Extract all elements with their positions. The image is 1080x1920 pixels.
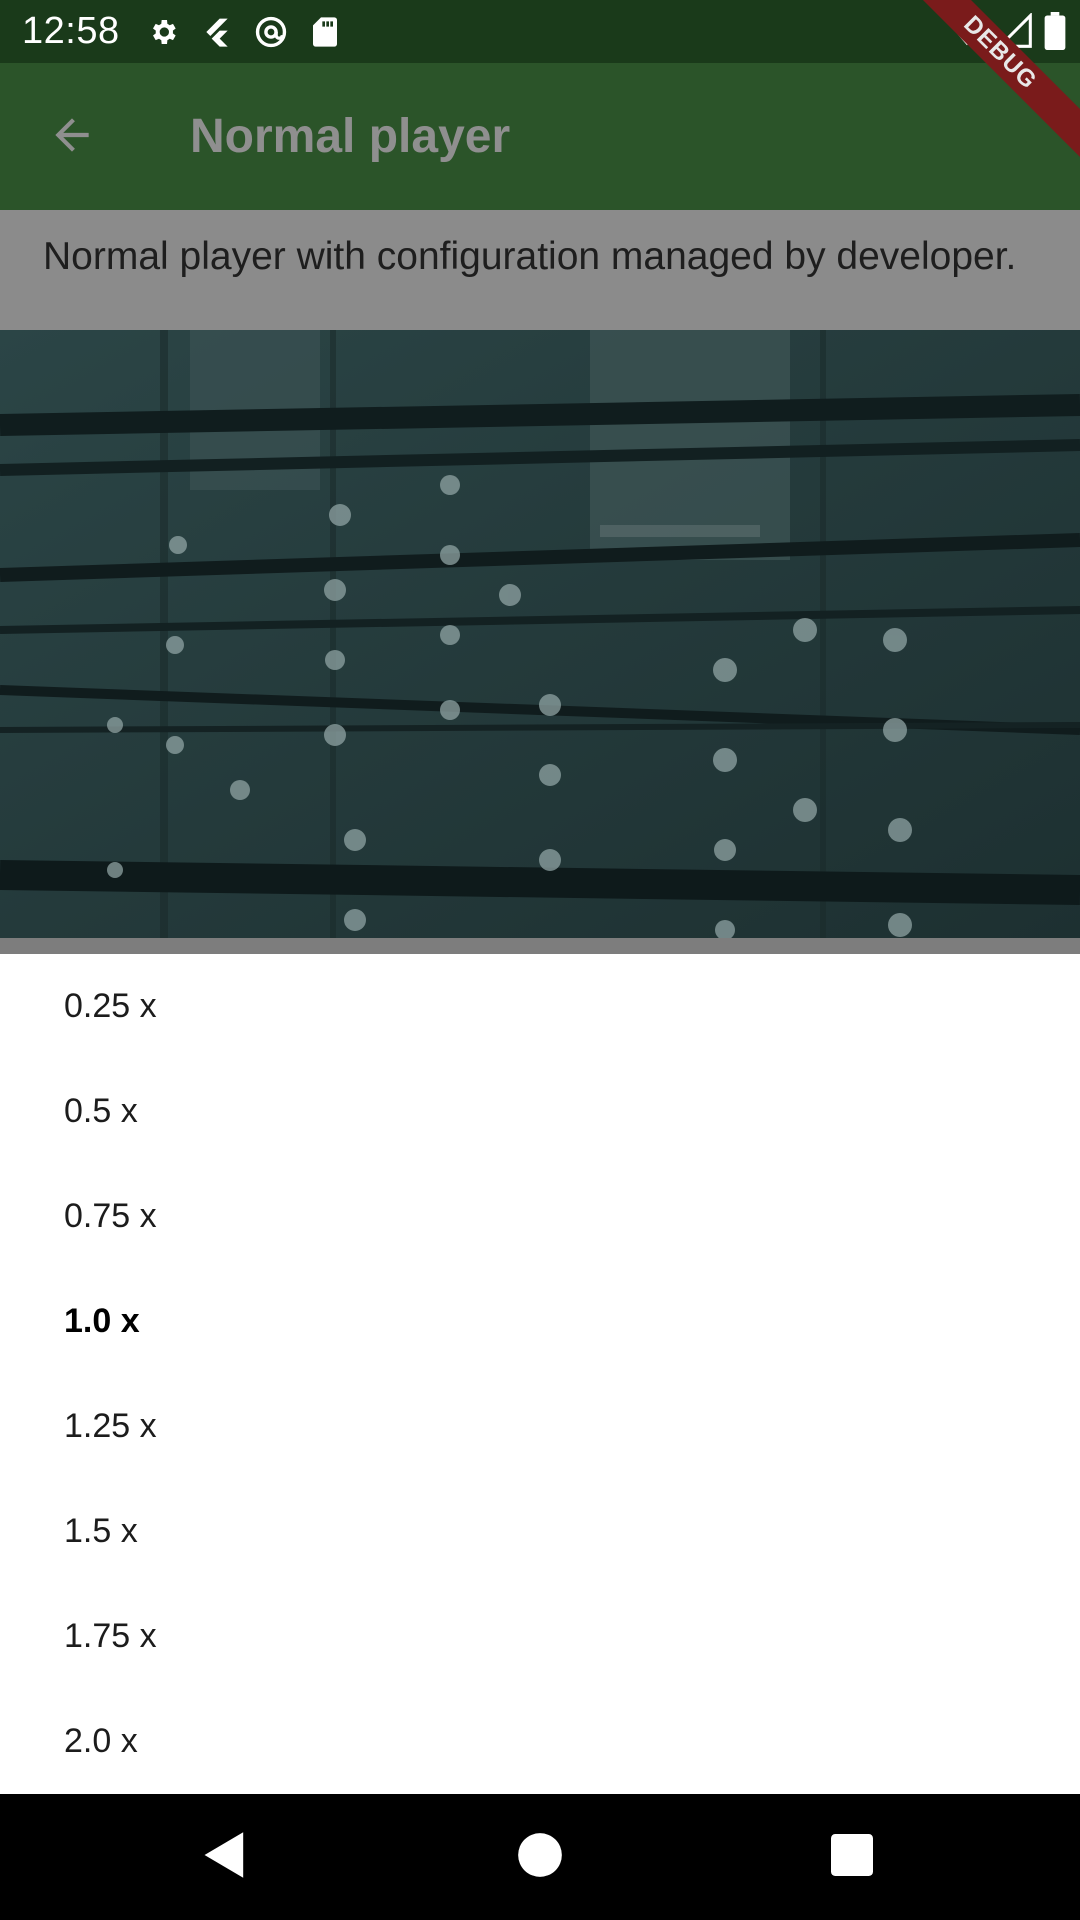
video-frame xyxy=(0,330,1080,938)
description-text: Normal player with configuration managed… xyxy=(43,235,1017,278)
nav-back-button[interactable] xyxy=(195,1827,255,1887)
navigation-bar xyxy=(0,1794,1080,1920)
description-area: Normal player with configuration managed… xyxy=(0,210,1080,330)
video-bottom-strip xyxy=(0,938,1080,954)
speed-option-1-25[interactable]: 1.25 x xyxy=(64,1407,157,1445)
speed-option-1-0[interactable]: 1.0 x xyxy=(64,1302,140,1340)
back-button[interactable] xyxy=(44,109,100,165)
at-sign-icon xyxy=(254,15,288,49)
speed-option-1-75[interactable]: 1.75 x xyxy=(64,1617,157,1655)
speed-option-0-25[interactable]: 0.25 x xyxy=(64,987,157,1025)
battery-icon xyxy=(1044,12,1066,55)
status-icons-left xyxy=(146,15,342,49)
speed-option-1-5[interactable]: 1.5 x xyxy=(64,1512,138,1550)
flutter-icon xyxy=(200,15,234,49)
sd-card-icon xyxy=(308,15,342,49)
speed-option-2-0[interactable]: 2.0 x xyxy=(64,1722,138,1760)
speed-option-0-5[interactable]: 0.5 x xyxy=(64,1092,138,1130)
nav-home-button[interactable] xyxy=(510,1827,570,1887)
recents-square-icon xyxy=(831,1833,873,1881)
app-bar: Normal player xyxy=(0,63,1080,210)
video-player[interactable] xyxy=(0,330,1080,938)
status-time: 12:58 xyxy=(22,10,120,52)
nav-recents-button[interactable] xyxy=(822,1827,882,1887)
back-triangle-icon xyxy=(201,1830,249,1885)
gear-icon xyxy=(146,15,180,49)
page-title: Normal player xyxy=(190,110,511,163)
status-bar: 12:58 xyxy=(0,0,1080,63)
speed-option-0-75[interactable]: 0.75 x xyxy=(64,1197,157,1235)
arrow-back-icon xyxy=(47,110,97,165)
playback-speed-sheet: 0.25 x 0.5 x 0.75 x 1.0 x 1.25 x 1.5 x 1… xyxy=(0,954,1080,1794)
home-circle-icon xyxy=(517,1832,563,1883)
